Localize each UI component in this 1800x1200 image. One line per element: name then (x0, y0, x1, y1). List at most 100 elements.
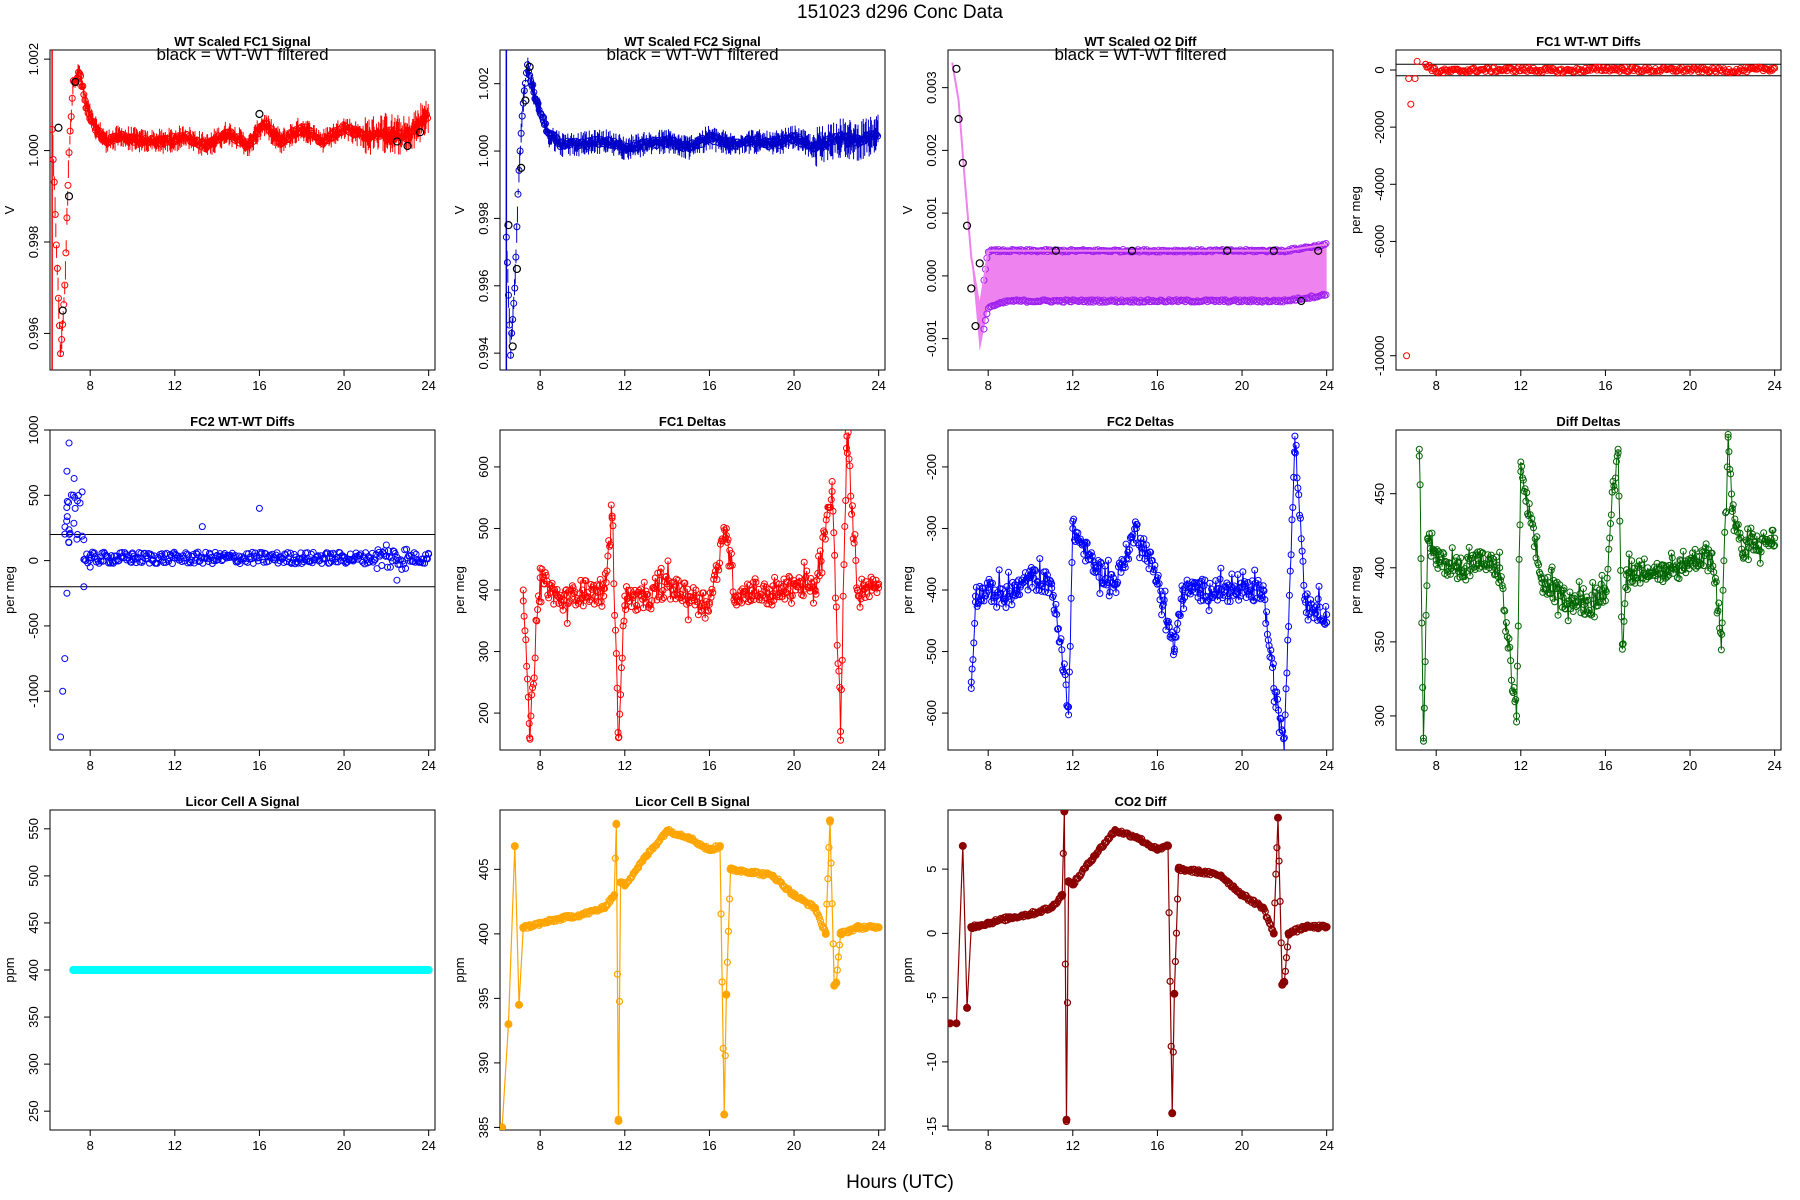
series-point (1587, 611, 1595, 619)
series-point (520, 87, 528, 95)
series-point (273, 135, 281, 143)
series-point (622, 606, 630, 614)
series-point (519, 99, 527, 107)
series-point (1229, 583, 1237, 591)
series-point (1298, 547, 1306, 555)
series-line (522, 432, 880, 741)
series-point (619, 622, 627, 630)
series-point (1196, 589, 1204, 597)
x-tick-label: 12 (1066, 378, 1080, 393)
series-point (744, 580, 751, 588)
series-point (1614, 445, 1622, 453)
series-point (970, 639, 978, 647)
series-point (70, 474, 78, 482)
plot-area (519, 430, 883, 744)
series-point (282, 134, 290, 142)
series-point (1609, 64, 1617, 72)
series-point (1428, 529, 1436, 537)
series-point (811, 586, 819, 594)
x-tick-label: 16 (702, 378, 716, 393)
series-point (566, 597, 574, 605)
y-tick-label: -6000 (1372, 225, 1387, 258)
series-point (403, 545, 411, 553)
series-point (1251, 566, 1259, 574)
series-point (230, 132, 238, 140)
series-point (1507, 657, 1515, 665)
series-point (347, 125, 355, 133)
series-point (706, 589, 714, 597)
series-point (1265, 642, 1273, 650)
x-tick-label: 12 (168, 758, 182, 773)
series-point (1036, 555, 1044, 563)
series-point (158, 550, 166, 558)
series-point (1420, 737, 1427, 745)
filtered-point (517, 163, 526, 172)
x-tick-label: 20 (787, 378, 801, 393)
series-point (107, 552, 115, 560)
filtered-point (1314, 246, 1323, 255)
series-point (607, 501, 615, 509)
series-point (1065, 668, 1073, 676)
series-point (1061, 960, 1070, 968)
series-point (1669, 67, 1677, 75)
series-point (1147, 548, 1155, 556)
plot-area (500, 816, 883, 1130)
chart-title: FC1 Deltas (659, 414, 726, 429)
series-point (1038, 587, 1045, 595)
series-point (582, 577, 590, 585)
series-point (614, 729, 622, 737)
series-point (1323, 611, 1331, 619)
series-point (1510, 683, 1518, 691)
series-point (1127, 533, 1135, 541)
series-point (722, 524, 730, 532)
y-tick-label: 400 (26, 959, 41, 981)
y-tick-label: 500 (476, 518, 491, 540)
series-point (604, 552, 612, 560)
series-point (1601, 597, 1609, 605)
series-point (1589, 579, 1597, 587)
series-point (1263, 608, 1271, 616)
series-point (1552, 579, 1559, 587)
series-point (1319, 290, 1327, 298)
series-point (687, 143, 695, 151)
series-point (1187, 587, 1195, 595)
series-point (821, 929, 830, 938)
series-point (1079, 540, 1087, 548)
series-point (1575, 578, 1583, 586)
series-point (526, 735, 534, 743)
series-point (611, 611, 619, 619)
series-point (608, 512, 616, 520)
series-point (519, 597, 527, 605)
series-point (637, 859, 645, 867)
y-tick-label: 0.998 (476, 202, 491, 235)
x-tick-label: 20 (337, 758, 351, 773)
series-point (71, 504, 79, 512)
series-point (513, 223, 521, 231)
series-point (723, 958, 732, 966)
series-point (1254, 576, 1262, 584)
series-point (1132, 524, 1140, 532)
series-point (111, 557, 119, 565)
series-point (803, 567, 811, 575)
series-line (951, 62, 1327, 308)
series-point (1322, 602, 1330, 610)
series-point (1679, 547, 1687, 555)
series-point (1474, 548, 1482, 556)
y-tick-label: 0.001 (924, 197, 939, 230)
series-point (815, 914, 824, 922)
series-point (629, 145, 637, 153)
series-point (718, 978, 726, 986)
series-point (1632, 573, 1640, 581)
y-tick-label: 0.002 (924, 134, 939, 167)
series-point (1074, 529, 1082, 537)
series-point (1496, 564, 1504, 572)
x-tick-label: 8 (537, 378, 544, 393)
series-point (1767, 65, 1775, 73)
series-point (722, 990, 731, 999)
series-point (1137, 544, 1145, 552)
series-point (1058, 646, 1066, 654)
series-point (620, 880, 629, 889)
series-point (751, 575, 759, 583)
y-tick-label: -10 (924, 1052, 939, 1071)
series-point (624, 586, 632, 594)
